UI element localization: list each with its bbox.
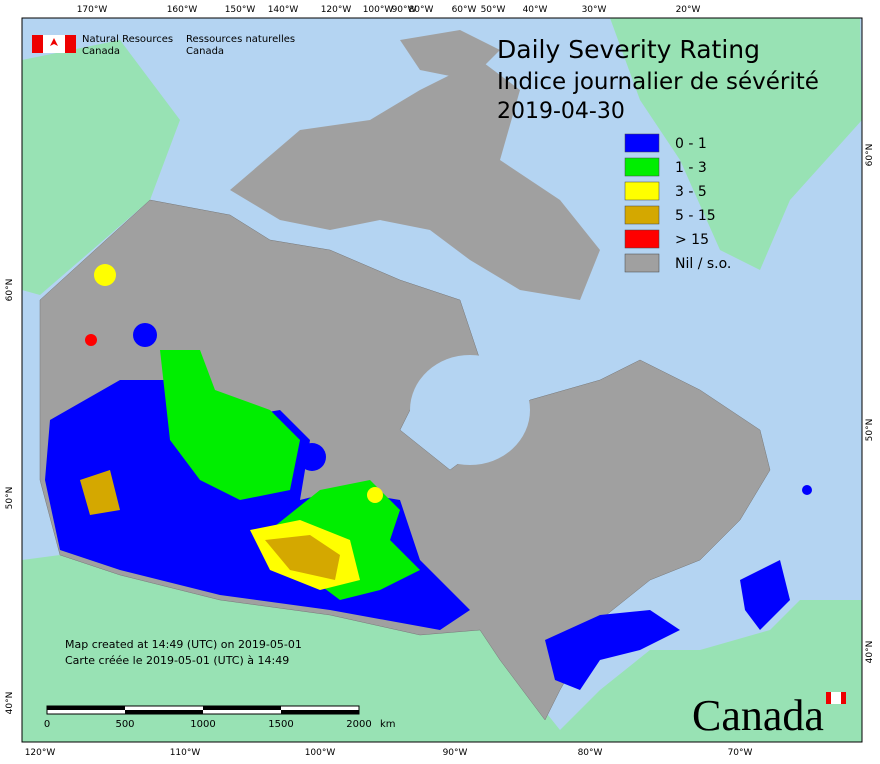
longitude-label: 120°W [25,748,56,758]
agency-fr: Canada [186,46,224,57]
latitude-label: 50°N [5,487,15,510]
severity-area [160,350,300,500]
latitude-label: 50°N [865,419,875,442]
title-line: 2019-04-30 [497,99,625,124]
legend-swatch [624,157,660,177]
title-line: Indice journalier de sévérité [497,69,819,95]
longitude-label: 100°W [363,5,394,15]
longitude-label: 160°W [167,5,198,15]
severity-area [85,334,97,346]
longitude-label: 70°W [728,748,753,758]
legend-swatch [624,253,660,273]
legend-label: 1 - 3 [675,160,707,176]
longitude-label: 30°W [582,5,607,15]
latitude-label: 40°N [5,692,15,715]
agency-en: Natural Resources [82,34,173,45]
title: Daily Severity Rating Indice journalier … [497,35,819,124]
wordmark: Canada [692,691,846,740]
severity-area [265,535,340,580]
longitude-label: 110°W [170,748,201,758]
longitude-label: 20°W [676,5,701,15]
latitude-label: 60°N [5,279,15,302]
longitude-label: 150°W [225,5,256,15]
legend-label: 3 - 5 [675,184,707,200]
severity-area [367,487,383,503]
maple-leaf [50,38,58,46]
scale-segment [125,710,203,714]
scale-segment [47,706,125,710]
longitude-label: 140°W [268,5,299,15]
legend-label: Nil / s.o. [675,256,731,272]
severity-area [740,560,790,630]
scale-label: 2000 [346,719,371,730]
greenland [610,18,862,270]
longitude-label: 90°W [392,5,417,15]
severity-area [545,610,680,690]
longitude-label: 60°W [452,5,477,15]
severity-overlay [45,264,812,690]
map [21,17,863,743]
legend-label: 0 - 1 [675,136,707,152]
severity-area [80,470,120,515]
scale-label: 1500 [268,719,293,730]
longitude-label: 40°W [523,5,548,15]
header: Natural Resources Canada Ressources natu… [32,34,295,57]
scale-segment [203,706,281,710]
legend-swatch [624,205,660,225]
hudson-bay [410,355,530,465]
flag-bar [65,35,76,53]
scale-label: 1000 [190,719,215,730]
legend-swatch [624,133,660,153]
arctic-islands [230,60,600,300]
longitude-label: 120°W [321,5,352,15]
agency-fr: Ressources naturelles [186,34,295,45]
latitude-label: 40°N [865,641,875,664]
graticule-labels: 170°W 160°W 150°W 140°W 120°W 100°W90°W80°W 60… [5,5,875,758]
agency-en: Canada [82,46,120,57]
longitude-label: 100°W [305,748,336,758]
longitude-label: 90°W [443,748,468,758]
title-line: Daily Severity Rating [497,35,760,64]
scale-label: 500 [115,719,134,730]
severity-area [94,264,116,286]
severity-area [133,323,157,347]
footer: Map created at 14:49 (UTC) on 2019-05-01… [65,638,302,667]
created-fr: Carte créée le 2019-05-01 (UTC) à 14:49 [65,654,289,667]
created-en: Map created at 14:49 (UTC) on 2019-05-01 [65,638,302,651]
legend-swatch [624,181,660,201]
latitude-label: 60°N [865,144,875,167]
legend-label: 5 - 15 [675,208,716,224]
longitude-label: 80°W [578,748,603,758]
scale-bar: 0 500 1000 1500 2000 km [44,705,396,730]
severity-area [298,443,326,471]
legend-swatch [624,229,660,249]
ellesmere-island [400,30,500,80]
longitude-label: 170°W [77,5,108,15]
alaska [22,40,180,295]
scale-label: 0 [44,719,50,730]
flag-bar [32,35,43,53]
longitude-label: 80°W [409,5,434,15]
legend: 0 - 1 1 - 3 3 - 5 5 - 15 > 15 Nil / s.o. [624,133,731,273]
map-frame [21,17,863,743]
longitude-label: 50°W [481,5,506,15]
severity-area [802,485,812,495]
scale-unit: km [380,719,396,730]
canada-wordmark: Canada [692,691,824,740]
legend-label: > 15 [675,232,709,248]
scale-segment [281,710,359,714]
wordmark-flag-center [831,692,841,704]
